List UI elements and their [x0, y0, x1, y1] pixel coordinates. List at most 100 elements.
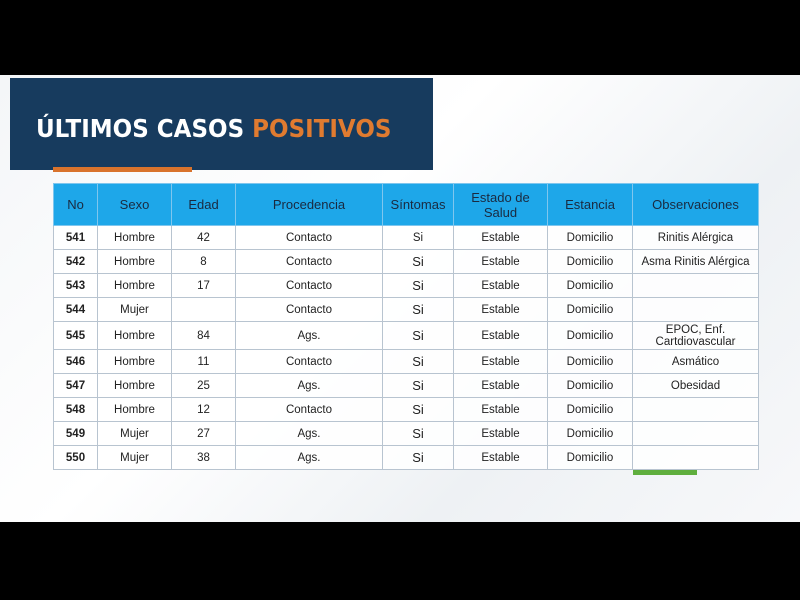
cell-estado-salud: Estable [453, 297, 548, 322]
cell-estado-salud: Estable [453, 421, 548, 446]
cell-observaciones: Obesidad [632, 373, 759, 398]
cell-procedencia: Ags. [235, 445, 383, 470]
cell-no: 542 [53, 249, 98, 274]
cell-estancia: Domicilio [547, 297, 633, 322]
cell-procedencia: Ags. [235, 421, 383, 446]
cell-sintomas: Si [382, 349, 454, 374]
table-row: 549 Mujer 27 Ags. Si Estable Domicilio [53, 421, 759, 446]
cell-edad [171, 297, 236, 322]
cell-estado-salud: Estable [453, 321, 548, 350]
cell-sintomas: Si [382, 249, 454, 274]
cell-edad: 11 [171, 349, 236, 374]
cell-estado-salud: Estable [453, 373, 548, 398]
cell-sexo: Hombre [97, 225, 172, 250]
cell-observaciones: EPOC, Enf. Cartdiovascular [632, 321, 759, 350]
cell-sexo: Hombre [97, 249, 172, 274]
cell-no: 550 [53, 445, 98, 470]
cell-sexo: Mujer [97, 297, 172, 322]
title-underline [53, 167, 192, 172]
cell-sintomas: Si [382, 321, 454, 350]
cell-procedencia: Contacto [235, 225, 383, 250]
cell-sexo: Hombre [97, 373, 172, 398]
cell-estancia: Domicilio [547, 273, 633, 298]
title-banner: ÚLTIMOS CASOS POSITIVOS [10, 78, 433, 170]
cell-edad: 12 [171, 397, 236, 422]
cell-sintomas: Si [382, 445, 454, 470]
cell-sexo: Mujer [97, 421, 172, 446]
cell-no: 547 [53, 373, 98, 398]
cell-estado-salud: Estable [453, 349, 548, 374]
cell-procedencia: Contacto [235, 349, 383, 374]
table-row: 550 Mujer 38 Ags. Si Estable Domicilio [53, 445, 759, 470]
cell-sexo: Hombre [97, 321, 172, 350]
cell-no: 543 [53, 273, 98, 298]
column-header-estado-salud: Estado de Salud [453, 183, 548, 226]
cell-sintomas: Si [382, 225, 454, 250]
cell-sexo: Hombre [97, 397, 172, 422]
cell-estancia: Domicilio [547, 373, 633, 398]
column-header-sintomas: Síntomas [382, 183, 454, 226]
cell-estancia: Domicilio [547, 225, 633, 250]
cell-observaciones: Asmático [632, 349, 759, 374]
column-header-estancia: Estancia [547, 183, 633, 226]
page-title: ÚLTIMOS CASOS POSITIVOS [36, 114, 391, 143]
cell-no: 548 [53, 397, 98, 422]
cell-estancia: Domicilio [547, 249, 633, 274]
cell-sintomas: Si [382, 397, 454, 422]
cell-estancia: Domicilio [547, 421, 633, 446]
cell-sexo: Hombre [97, 273, 172, 298]
cell-estado-salud: Estable [453, 249, 548, 274]
cell-edad: 38 [171, 445, 236, 470]
cell-observaciones [632, 297, 759, 322]
cell-estancia: Domicilio [547, 445, 633, 470]
cell-estancia: Domicilio [547, 321, 633, 350]
cell-sintomas: Si [382, 297, 454, 322]
table-row: 541 Hombre 42 Contacto Si Estable Domicilio Rin… [53, 225, 759, 250]
column-header-sexo: Sexo [97, 183, 172, 226]
cell-sexo: Mujer [97, 445, 172, 470]
cell-observaciones [632, 421, 759, 446]
table-header: No Sexo Edad Procedencia Síntomas Estado de S… [53, 183, 759, 226]
cell-no: 544 [53, 297, 98, 322]
cell-procedencia: Ags. [235, 321, 383, 350]
table-row: 545 Hombre 84 Ags. Si Estable Domicilio EPOC, E… [53, 321, 759, 350]
cell-procedencia: Contacto [235, 397, 383, 422]
cell-edad: 8 [171, 249, 236, 274]
cell-observaciones [632, 445, 759, 470]
column-header-edad: Edad [171, 183, 236, 226]
cell-observaciones: Rinitis Alérgica [632, 225, 759, 250]
cell-edad: 84 [171, 321, 236, 350]
cell-sintomas: Si [382, 273, 454, 298]
cell-estado-salud: Estable [453, 445, 548, 470]
column-header-procedencia: Procedencia [235, 183, 383, 226]
cases-table: No Sexo Edad Procedencia Síntomas Estado de S… [53, 183, 759, 470]
cell-procedencia: Contacto [235, 297, 383, 322]
table-row: 548 Hombre 12 Contacto Si Estable Domicilio [53, 397, 759, 422]
cell-estado-salud: Estable [453, 225, 548, 250]
cell-procedencia: Contacto [235, 249, 383, 274]
table-row: 542 Hombre 8 Contacto Si Estable Domicilio Asma… [53, 249, 759, 274]
cell-edad: 25 [171, 373, 236, 398]
cell-estancia: Domicilio [547, 349, 633, 374]
cell-no: 541 [53, 225, 98, 250]
column-header-observaciones: Observaciones [632, 183, 759, 226]
cell-estado-salud: Estable [453, 397, 548, 422]
cell-observaciones [632, 273, 759, 298]
cell-estado-salud: Estable [453, 273, 548, 298]
cell-procedencia: Ags. [235, 373, 383, 398]
cell-observaciones [632, 397, 759, 422]
table-row: 546 Hombre 11 Contacto Si Estable Domicilio Asm… [53, 349, 759, 374]
cell-no: 545 [53, 321, 98, 350]
cell-estancia: Domicilio [547, 397, 633, 422]
table-row: 547 Hombre 25 Ags. Si Estable Domicilio Obesida… [53, 373, 759, 398]
cell-edad: 42 [171, 225, 236, 250]
title-main: ÚLTIMOS CASOS [36, 114, 253, 143]
cell-edad: 17 [171, 273, 236, 298]
cell-procedencia: Contacto [235, 273, 383, 298]
cell-sintomas: Si [382, 373, 454, 398]
cell-edad: 27 [171, 421, 236, 446]
slide: ÚLTIMOS CASOS POSITIVOS No Sexo Edad Proced… [0, 75, 800, 522]
table-row: 543 Hombre 17 Contacto Si Estable Domicilio [53, 273, 759, 298]
cell-no: 549 [53, 421, 98, 446]
cell-sexo: Hombre [97, 349, 172, 374]
